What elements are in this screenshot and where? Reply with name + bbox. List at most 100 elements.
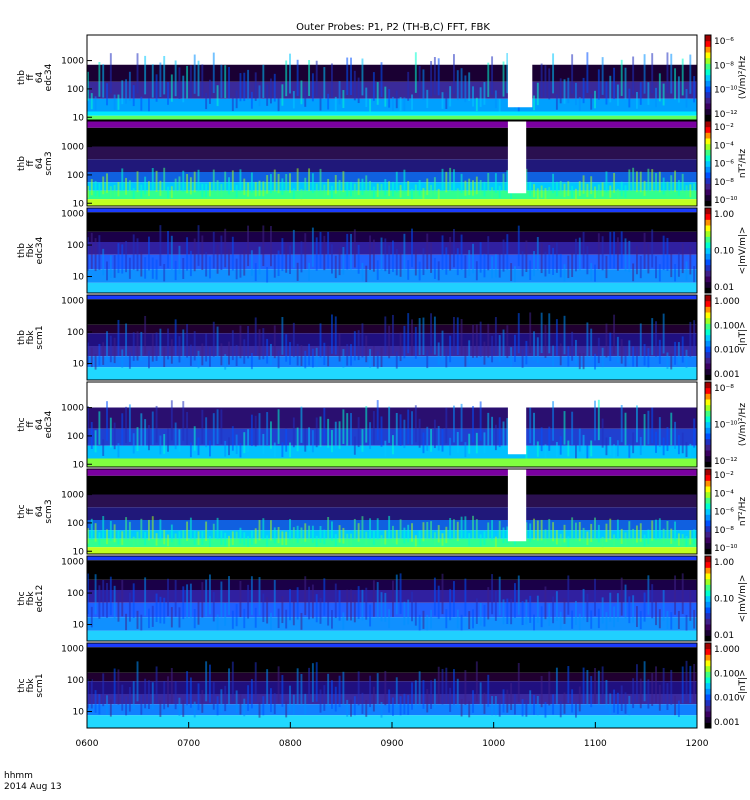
spectrogram-streak	[647, 244, 650, 274]
spectrogram-streak	[616, 593, 619, 622]
spectrogram-streak	[563, 598, 566, 624]
spectrogram-streak	[144, 55, 147, 95]
spectrogram-streak	[289, 589, 291, 621]
spectrogram-streak	[651, 672, 654, 706]
spectrogram-streak	[136, 171, 139, 193]
spectrogram-streak	[468, 701, 471, 718]
spectrogram-streak	[117, 443, 120, 458]
spectrogram-streak	[445, 407, 448, 444]
spectrogram-streak	[132, 188, 135, 199]
spectrogram-streak	[517, 225, 520, 267]
spectrogram-streak	[643, 414, 646, 446]
spectrogram-streak	[540, 427, 543, 452]
spectrogram-streak	[235, 184, 238, 198]
spectrogram-streak	[254, 181, 257, 197]
spectrogram-streak	[220, 409, 223, 444]
spectrogram-streak	[403, 233, 406, 270]
spectrogram-streak	[224, 602, 227, 626]
panel-frame	[86, 381, 698, 468]
spectrogram-streak	[376, 400, 379, 441]
spectrogram-streak	[178, 336, 181, 363]
spectrogram-streak	[464, 75, 467, 103]
spectrogram-streak	[670, 528, 673, 544]
spectrogram-streak	[456, 70, 459, 101]
spectrogram-streak	[281, 596, 284, 624]
spectrogram-streak	[231, 426, 234, 451]
spectrogram-streak	[624, 584, 627, 619]
spectrogram-streak	[304, 693, 307, 715]
spectrogram-streak	[472, 609, 474, 629]
spectrogram-streak	[521, 699, 524, 717]
spectrogram-streak	[311, 173, 314, 193]
spectrogram-streak	[552, 345, 555, 367]
spectrogram-streak	[308, 60, 311, 97]
spectrogram-streak	[235, 258, 238, 280]
spectrogram-streak	[380, 62, 383, 97]
spectrogram-streak	[319, 689, 322, 713]
spectrogram-streak	[87, 406, 89, 443]
spectrogram-streak	[315, 535, 318, 547]
spectrogram-streak	[399, 97, 402, 111]
spectrogram-streak	[647, 529, 650, 545]
spectrogram-streak	[498, 699, 501, 717]
spectrogram-streak	[433, 177, 436, 195]
spectrogram-streak	[224, 532, 227, 546]
spectrogram-streak	[151, 516, 154, 539]
spectrogram-streak	[361, 589, 364, 621]
colorbar-swatch	[705, 300, 711, 307]
spectrogram-streak	[125, 240, 128, 273]
spectrogram-streak	[479, 242, 482, 273]
spectrogram-streak	[338, 333, 341, 362]
y-tick-label: 10	[73, 547, 85, 557]
spectrogram-streak	[613, 689, 616, 713]
spectrogram-streak	[510, 683, 513, 711]
spectrogram-streak	[559, 78, 562, 104]
spectrogram-streak	[411, 319, 413, 356]
spectrogram-streak	[136, 531, 139, 546]
spectrogram-streak	[90, 518, 93, 540]
spectrogram-streak	[87, 237, 89, 271]
spectrogram-streak	[239, 254, 242, 278]
spectrogram-streak	[597, 233, 600, 270]
colorbar-swatch	[705, 230, 711, 237]
spectrogram-streak	[590, 263, 593, 282]
spectrogram-streak	[636, 606, 638, 628]
spectrogram-streak	[319, 416, 322, 447]
colorbar-tick-label: 1.00	[714, 558, 734, 568]
spectrogram-streak	[536, 441, 539, 457]
spectrogram-streak	[613, 534, 616, 547]
spectrogram-streak	[643, 180, 646, 196]
x-tick-label: 1000	[482, 739, 505, 749]
spectrogram-streak	[250, 530, 253, 545]
spectrogram-streak	[289, 442, 291, 458]
spectrogram-streak	[205, 661, 208, 702]
spectrogram-streak	[87, 71, 89, 101]
spectrogram-streak	[159, 596, 162, 624]
spectrogram-streak	[106, 331, 108, 361]
spectrogram-streak	[655, 666, 657, 704]
colorbar-swatch	[705, 382, 711, 389]
spectrogram-streak	[655, 519, 657, 541]
spectrogram-streak	[620, 577, 623, 616]
spectrogram-streak	[384, 530, 387, 545]
spectrogram-streak	[483, 253, 486, 278]
spectrogram-streak	[433, 316, 436, 355]
spectrogram-streak	[296, 427, 299, 452]
spectrogram-streak	[189, 250, 192, 277]
spectrogram-streak	[334, 255, 337, 279]
spectrogram-streak	[639, 255, 642, 279]
spectrogram-streak	[250, 91, 253, 109]
spectrogram-streak	[582, 77, 585, 104]
spectrogram-streak	[369, 349, 372, 368]
spectrogram-streak	[453, 228, 455, 268]
spectrogram-streak	[376, 518, 379, 540]
spectrogram-streak	[311, 525, 314, 543]
spectrogram-streak	[228, 535, 230, 547]
spectrogram-streak	[666, 52, 669, 93]
spectrogram-streak	[468, 250, 471, 276]
spectrogram-streak	[319, 96, 322, 111]
colorbar-swatch	[705, 455, 711, 462]
